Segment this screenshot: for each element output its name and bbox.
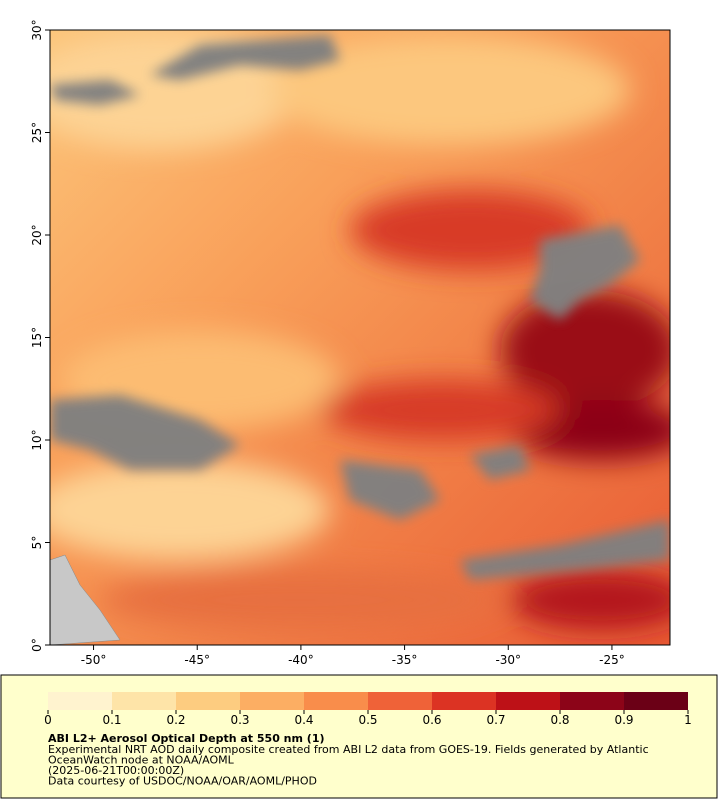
colorbar-tick-label: 0.5 — [358, 713, 377, 727]
colorbar-tick-label: 0.2 — [166, 713, 185, 727]
caption-title: ABI L2+ Aerosol Optical Depth at 550 nm … — [48, 732, 325, 745]
y-tick-label: 30° — [30, 19, 44, 40]
colorbar-tick-label: 0.6 — [422, 713, 441, 727]
y-tick-label: 10° — [30, 429, 44, 450]
caption-line: Experimental NRT AOD daily composite cre… — [48, 743, 649, 756]
colorbar-tick-label: 0.4 — [294, 713, 313, 727]
colorbar-tick-label: 0.9 — [614, 713, 633, 727]
caption-line: (2025-06-21T00:00:00Z) — [48, 764, 184, 777]
x-tick-label: -45° — [184, 653, 210, 667]
y-tick-label: 5° — [30, 536, 44, 550]
colorbar — [48, 692, 688, 710]
colorbar-tick-label: 0.1 — [102, 713, 121, 727]
colorbar-tick-label: 0 — [44, 713, 52, 727]
y-tick-label: 25° — [30, 122, 44, 143]
y-tick-label: 20° — [30, 224, 44, 245]
x-tick-label: -35° — [392, 653, 418, 667]
x-tick-label: -25° — [599, 653, 625, 667]
aod-field — [50, 30, 670, 645]
y-tick-label: 15° — [30, 327, 44, 348]
caption-line: Data courtesy of USDOC/NOAA/OAR/AOML/PHO… — [48, 775, 317, 788]
x-tick-label: -50° — [81, 653, 107, 667]
colorbar-tick-label: 0.3 — [230, 713, 249, 727]
colorbar-tick-label: 0.7 — [486, 713, 505, 727]
y-tick-label: 0° — [30, 638, 44, 652]
caption-line: OceanWatch node at NOAA/AOML — [48, 754, 235, 767]
colorbar-tick-label: 1 — [684, 713, 692, 727]
colorbar-tick-label: 0.8 — [550, 713, 569, 727]
x-tick-label: -30° — [495, 653, 521, 667]
x-tick-label: -40° — [288, 653, 314, 667]
